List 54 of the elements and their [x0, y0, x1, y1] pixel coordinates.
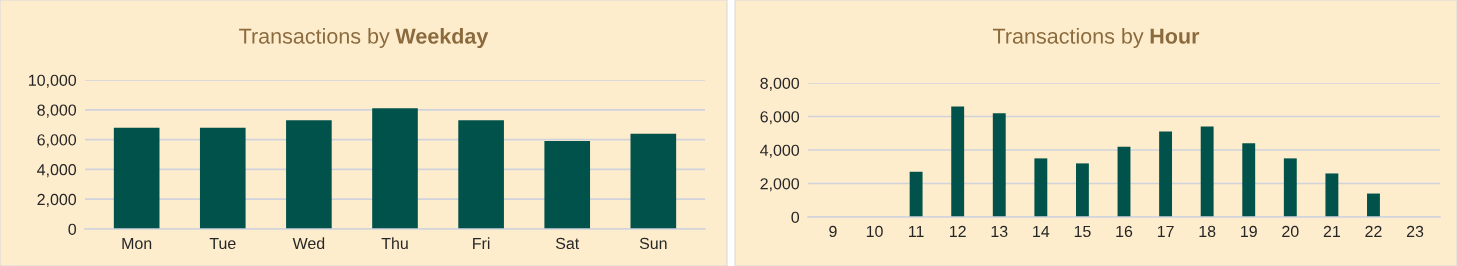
x-tick-label: Mon — [122, 237, 152, 250]
x-tick-label: 15 — [1074, 225, 1091, 238]
x-tick-label: Thu — [381, 237, 408, 250]
y-tick-label: 2,000 — [37, 193, 77, 208]
y-tick-label: 6,000 — [37, 134, 77, 148]
bar — [992, 113, 1006, 217]
x-tick-label: 22 — [1365, 225, 1382, 237]
x-tick-label: 20 — [1282, 225, 1299, 238]
chart-title: Transactions by Hour — [992, 27, 1200, 49]
y-tick-label: 10,000 — [29, 74, 77, 88]
x-tick-label: Tue — [209, 237, 236, 250]
bar — [951, 106, 965, 217]
bar — [458, 120, 504, 229]
bar — [909, 171, 923, 217]
x-tick-label: 21 — [1323, 225, 1340, 237]
bar — [1159, 131, 1173, 217]
bar — [1242, 143, 1256, 217]
y-tick-label: 0 — [791, 211, 800, 223]
x-tick-label: 14 — [1033, 225, 1050, 237]
x-tick-label: 18 — [1199, 225, 1216, 238]
bar — [1117, 146, 1131, 217]
bar — [199, 127, 246, 229]
bar — [113, 127, 160, 229]
chart-title: Transactions by Weekday — [239, 27, 489, 49]
bar — [1325, 173, 1339, 217]
bar — [544, 141, 591, 229]
bar — [1200, 126, 1214, 217]
y-tick-label: 4,000 — [760, 144, 800, 158]
x-tick-label: Sun — [639, 237, 667, 250]
y-tick-label: 8,000 — [760, 77, 800, 91]
bar — [1034, 158, 1048, 217]
bar — [630, 133, 677, 229]
x-tick-label: 23 — [1406, 225, 1424, 238]
x-tick-label: 12 — [950, 225, 966, 237]
x-tick-label: 11 — [909, 225, 924, 237]
x-tick-label: 19 — [1241, 225, 1257, 238]
y-tick-label: 0 — [68, 223, 77, 235]
bar — [1075, 163, 1089, 217]
x-tick-label: 10 — [866, 225, 883, 238]
y-tick-label: 8,000 — [37, 104, 77, 118]
bar — [1283, 158, 1297, 217]
x-tick-label: 17 — [1157, 225, 1174, 237]
x-tick-label: 9 — [829, 225, 837, 238]
bar — [1367, 193, 1380, 217]
x-tick-label: 16 — [1116, 225, 1133, 238]
bar — [286, 120, 332, 229]
bar — [372, 108, 418, 229]
x-tick-label: 13 — [991, 225, 1008, 238]
y-tick-label: 4,000 — [37, 164, 77, 178]
y-tick-label: 2,000 — [760, 178, 800, 192]
y-tick-label: 6,000 — [760, 111, 800, 125]
x-tick-label: Sat — [555, 237, 580, 250]
x-tick-label: Wed — [292, 237, 325, 250]
x-tick-label: Fri — [473, 237, 490, 249]
